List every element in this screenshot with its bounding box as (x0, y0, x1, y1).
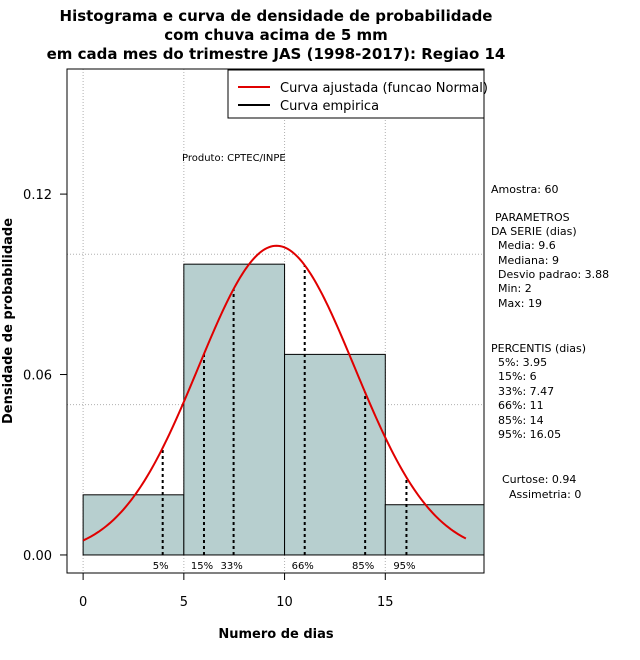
stat-sample: Amostra: 60 (491, 183, 558, 196)
y-tick-label-2: 0.12 (23, 188, 52, 203)
stats-panel: Amostra: 60 PARAMETROS DA SERIE (dias) M… (491, 183, 609, 501)
percentile-lines (161, 265, 408, 555)
percentile-labels: 5% 15% 33% 66% 85% 95% (153, 561, 416, 572)
normal-curve (82, 244, 467, 542)
histogram-bar-2 (284, 353, 386, 556)
stat-kurtosis: Curtose: 0.94 (502, 473, 576, 486)
legend-label-fitted: Curva ajustada (funcao Normal) (280, 81, 488, 96)
axes: 0 5 10 15 0.00 0.06 0.12 (23, 188, 394, 610)
stat-p15: 15%: 6 (498, 370, 537, 383)
stat-p66: 66%: 11 (498, 399, 544, 412)
percentis-title: PERCENTIS (dias) (491, 342, 586, 355)
histogram-bar-3 (384, 504, 485, 556)
percentile-label-4: 85% (352, 561, 374, 572)
y-axis-label: Densidade de probabilidade (1, 218, 16, 424)
percentile-label-0: 5% (153, 561, 169, 572)
stat-p33: 33%: 7.47 (498, 385, 554, 398)
product-annotation: Produto: CPTEC/INPE (182, 153, 286, 164)
legend-label-empirical: Curva empirica (280, 99, 379, 114)
histogram-bars (82, 263, 485, 556)
chart-title-line-2: com chuva acima de 5 mm (164, 26, 388, 44)
params-title: PARAMETROS (495, 211, 570, 224)
legend-box (227, 69, 485, 119)
x-axis-label: Numero de dias (218, 627, 334, 642)
stat-min: Min: 2 (498, 282, 532, 295)
stat-mean: Media: 9.6 (498, 239, 556, 252)
x-tick-label-3: 15 (377, 595, 394, 610)
x-tick-label-1: 5 (180, 595, 188, 610)
chart-title-line-3: em cada mes do trimestre JAS (1998-2017)… (47, 45, 506, 63)
percentile-label-2: 33% (220, 561, 242, 572)
normal-curve-line (82, 244, 467, 542)
stat-skewness: Assimetria: 0 (509, 488, 581, 501)
stat-max: Max: 19 (498, 297, 542, 310)
stat-p85: 85%: 14 (498, 414, 544, 427)
chart-title-line-1: Histograma e curva de densidade de proba… (60, 7, 493, 25)
percentile-label-1: 15% (191, 561, 213, 572)
stat-median: Mediana: 9 (498, 254, 559, 267)
percentile-label-3: 66% (292, 561, 314, 572)
y-tick-label-1: 0.06 (23, 369, 52, 384)
params-subtitle: DA SERIE (dias) (491, 225, 577, 238)
histogram-bar-0 (82, 494, 185, 556)
y-tick-label-0: 0.00 (23, 549, 52, 564)
percentile-label-5: 95% (393, 561, 415, 572)
x-tick-label-0: 0 (79, 595, 87, 610)
legend: Curva ajustada (funcao Normal) Curva emp… (227, 69, 488, 119)
x-tick-label-2: 10 (276, 595, 293, 610)
stat-p95: 95%: 16.05 (498, 428, 561, 441)
stat-sd: Desvio padrao: 3.88 (498, 268, 609, 281)
stat-p5: 5%: 3.95 (498, 356, 547, 369)
